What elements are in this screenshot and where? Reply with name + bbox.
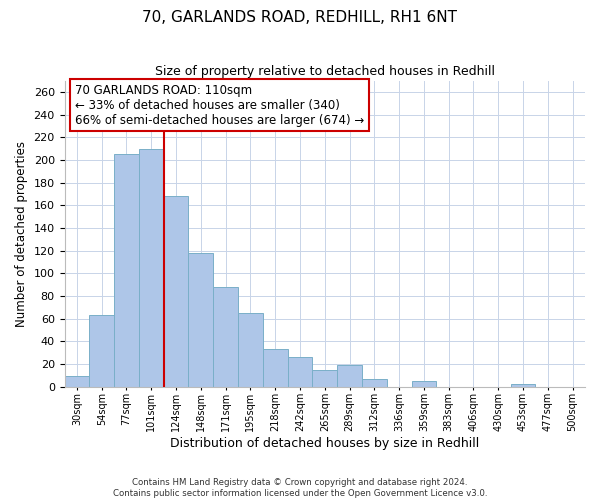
Text: 70, GARLANDS ROAD, REDHILL, RH1 6NT: 70, GARLANDS ROAD, REDHILL, RH1 6NT [143,10,458,25]
Bar [65,376,89,386]
Bar [362,378,387,386]
Bar [412,381,436,386]
Bar [238,313,263,386]
X-axis label: Distribution of detached houses by size in Redhill: Distribution of detached houses by size … [170,437,479,450]
Bar [114,154,139,386]
Bar [287,357,313,386]
Text: Contains HM Land Registry data © Crown copyright and database right 2024.
Contai: Contains HM Land Registry data © Crown c… [113,478,487,498]
Bar [89,315,114,386]
Bar [263,349,287,387]
Bar [337,365,362,386]
Bar [164,196,188,386]
Y-axis label: Number of detached properties: Number of detached properties [15,140,28,326]
Text: 70 GARLANDS ROAD: 110sqm
← 33% of detached houses are smaller (340)
66% of semi-: 70 GARLANDS ROAD: 110sqm ← 33% of detach… [75,84,364,126]
Bar [511,384,535,386]
Title: Size of property relative to detached houses in Redhill: Size of property relative to detached ho… [155,65,495,78]
Bar [139,148,164,386]
Bar [188,253,213,386]
Bar [213,287,238,386]
Bar [313,370,337,386]
